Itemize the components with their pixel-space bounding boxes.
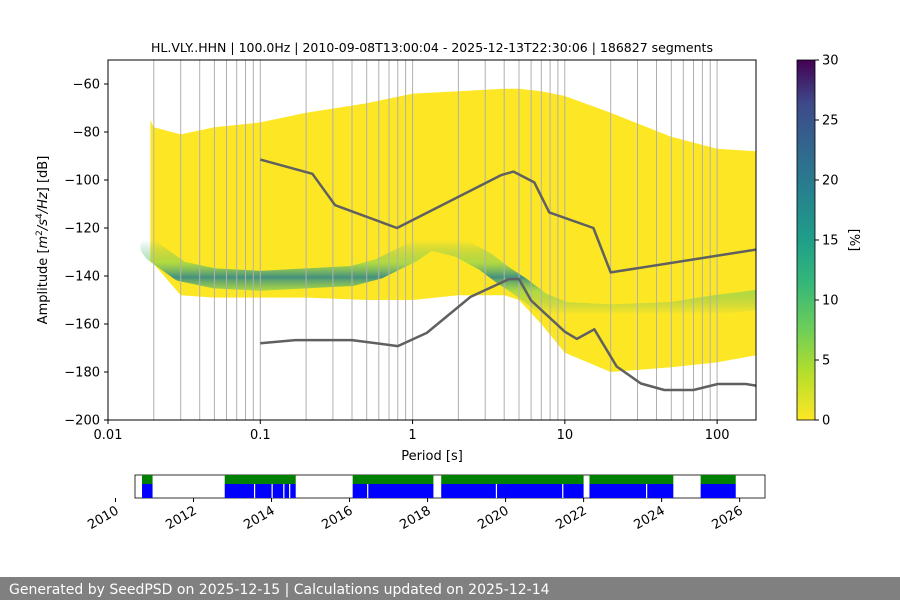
y-tick-label: −100 (64, 174, 100, 189)
low-noise-model-line (260, 277, 756, 392)
year-tick-label: 2016 (319, 503, 355, 533)
y-tick-label: −140 (64, 270, 100, 285)
y-tick-label: −60 (73, 78, 100, 93)
year-tick-label: 2010 (85, 503, 121, 533)
x-tick-label: 0.1 (250, 428, 271, 443)
psd-figure: HL.VLY..HHN | 100.0Hz | 2010-09-08T13:00… (35, 40, 861, 533)
high-noise-model-line (259, 158, 756, 274)
y-tick-label: −120 (64, 222, 100, 237)
availability-top-bar (224, 475, 296, 484)
availability-bottom-bar (589, 484, 674, 498)
availability-bottom-bar (352, 484, 434, 498)
plot-frame (107, 59, 757, 421)
availability-bottom-bar (700, 484, 736, 498)
year-tick-label: 2014 (241, 503, 277, 533)
colorbar-label: [%] (846, 229, 861, 252)
availability-top-bar (142, 475, 153, 484)
availability-gap (253, 484, 256, 498)
availability-gap (562, 484, 564, 498)
noise-model-lines (259, 158, 756, 392)
grid-lines (153, 60, 718, 420)
colorbar-tick-label: 10 (822, 294, 839, 309)
year-tick-label: 2020 (475, 503, 511, 533)
availability-bars (142, 475, 736, 498)
colorbar-ticks: 0 5 10 15 20 25 30 (815, 54, 839, 429)
x-tick-label: 10 (557, 428, 574, 443)
psd-plot-area (140, 60, 756, 420)
x-axis-label: Period [s] (401, 449, 463, 464)
colorbar (796, 59, 816, 421)
y-axis-ticks: −60 −80 −100 −120 −140 −160 −180 −200 (64, 78, 108, 429)
availability-top-bar (700, 475, 736, 484)
year-tick-label: 2012 (163, 503, 199, 533)
year-tick-label: 2024 (631, 503, 667, 533)
year-tick-label: 2018 (397, 503, 433, 533)
availability-gap (283, 484, 285, 498)
availability-top-bar (589, 475, 674, 484)
year-tick-label: 2022 (553, 503, 589, 533)
density-envelope (150, 88, 756, 373)
colorbar-tick-label: 25 (822, 114, 839, 129)
colorbar-tick-label: 20 (822, 174, 839, 189)
availability-gap (646, 484, 648, 498)
availability-gap (271, 484, 273, 498)
availability-top-bar (441, 475, 584, 484)
availability-gap (495, 484, 498, 498)
x-axis-ticks: 0.01 0.1 1 10 100 (94, 420, 730, 443)
availability-bottom-bar (224, 484, 296, 498)
year-tick-label: 2026 (709, 503, 745, 533)
y-axis-label: Amplitude [m2/s4/Hz] [dB] (35, 156, 51, 325)
availability-gap (289, 484, 291, 498)
data-availability-plot: 2010 2012 2014 2016 2018 2020 2022 2024 2026 (85, 474, 766, 533)
y-tick-label: −180 (64, 366, 100, 381)
x-tick-label: 0.01 (94, 428, 123, 443)
availability-gap (367, 484, 369, 498)
y-tick-label: −80 (73, 126, 100, 141)
density-mode-band (140, 230, 756, 325)
availability-year-ticks: 2010 2012 2014 2016 2018 2020 2022 2024 2026 (85, 498, 746, 533)
colorbar-tick-label: 5 (822, 354, 830, 369)
availability-bottom-bar (441, 484, 584, 498)
footer-banner: Generated by SeedPSD on 2025-12-15 | Cal… (0, 577, 900, 600)
y-tick-label: −200 (64, 414, 100, 429)
availability-top-bar (352, 475, 434, 484)
availability-bottom-bar (142, 484, 153, 498)
colorbar-tick-label: 0 (822, 414, 830, 429)
y-tick-label: −160 (64, 318, 100, 333)
chart-title: HL.VLY..HHN | 100.0Hz | 2010-09-08T13:00… (151, 40, 713, 55)
x-tick-label: 100 (705, 428, 730, 443)
x-tick-label: 1 (408, 428, 416, 443)
colorbar-tick-label: 15 (822, 234, 839, 249)
colorbar-tick-label: 30 (822, 54, 839, 69)
